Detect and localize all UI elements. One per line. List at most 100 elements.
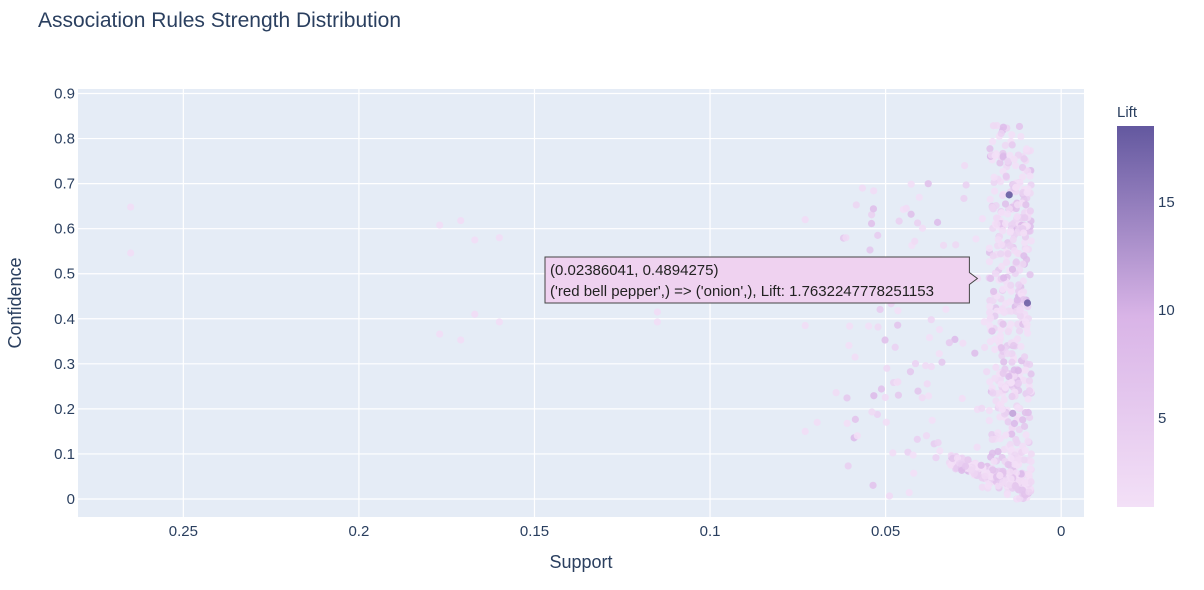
data-point[interactable] [865,322,873,330]
data-point[interactable] [889,449,897,457]
data-point[interactable] [1010,419,1019,428]
data-point[interactable] [986,338,994,346]
data-point[interactable] [851,353,859,361]
data-point[interactable] [1005,191,1013,199]
data-point[interactable] [992,270,1000,278]
data-point[interactable] [1015,122,1024,131]
data-point[interactable] [1016,312,1024,320]
data-point[interactable] [1009,409,1017,417]
data-point[interactable] [959,339,967,347]
data-point[interactable] [1022,246,1030,254]
data-point[interactable] [988,137,997,146]
data-point[interactable] [989,466,997,474]
data-point[interactable] [1008,141,1016,149]
data-point[interactable] [1004,210,1012,218]
data-point[interactable] [991,374,999,382]
data-point[interactable] [853,432,861,440]
data-point[interactable] [1019,260,1027,268]
data-point[interactable] [935,350,943,358]
data-point[interactable] [986,145,994,153]
data-point[interactable] [905,488,913,497]
data-point[interactable] [1006,242,1014,250]
data-point[interactable] [986,321,994,330]
data-point[interactable] [885,492,894,500]
data-point[interactable] [1008,265,1017,273]
data-point[interactable] [1021,214,1029,222]
data-point[interactable] [939,241,948,249]
data-point[interactable] [495,234,503,242]
data-point[interactable] [866,246,874,254]
data-point[interactable] [1018,163,1027,172]
data-point[interactable] [990,173,998,181]
data-point[interactable] [986,195,994,203]
data-point[interactable] [1013,296,1021,304]
data-point[interactable] [923,380,931,388]
data-point[interactable] [1014,379,1023,388]
data-point[interactable] [869,481,877,489]
data-point[interactable] [906,368,915,376]
data-point[interactable] [990,187,999,195]
data-point[interactable] [1021,239,1029,247]
data-point[interactable] [990,287,998,296]
data-point[interactable] [1002,258,1011,266]
data-point[interactable] [801,216,809,224]
data-point[interactable] [874,231,882,239]
data-point[interactable] [938,358,946,366]
data-point[interactable] [877,385,886,393]
data-point[interactable] [1010,155,1018,163]
data-point[interactable] [1013,213,1021,221]
data-point[interactable] [958,394,966,403]
data-point[interactable] [1012,258,1020,266]
data-point[interactable] [844,462,852,470]
data-point[interactable] [999,478,1007,487]
data-point[interactable] [988,449,997,457]
data-point[interactable] [973,443,981,451]
data-point[interactable] [1020,422,1029,430]
data-point[interactable] [436,221,444,229]
data-point[interactable] [1014,366,1022,375]
data-point[interactable] [870,392,878,400]
data-point[interactable] [1020,229,1028,237]
data-point[interactable] [858,184,867,192]
data-point[interactable] [1027,450,1035,458]
data-point[interactable] [999,153,1007,161]
data-point[interactable] [471,310,479,318]
data-point[interactable] [991,152,999,160]
data-point[interactable] [1018,173,1027,181]
data-point[interactable] [988,327,996,335]
data-point[interactable] [999,369,1007,377]
data-point[interactable] [986,303,994,311]
data-point[interactable] [981,343,989,352]
data-point[interactable] [935,325,944,334]
data-point[interactable] [843,419,851,427]
data-point[interactable] [990,178,998,186]
data-point[interactable] [653,308,661,316]
data-point[interactable] [874,323,882,331]
data-point[interactable] [990,457,998,465]
data-point[interactable] [1002,431,1010,439]
data-point[interactable] [1013,201,1022,209]
data-point[interactable] [972,235,980,243]
data-point[interactable] [1016,306,1024,314]
data-point[interactable] [1002,172,1010,180]
data-point[interactable] [1022,201,1030,209]
data-point[interactable] [902,204,910,212]
data-point[interactable] [127,249,135,257]
data-point[interactable] [915,193,923,201]
data-point[interactable] [436,330,444,338]
data-point[interactable] [985,258,994,266]
data-point[interactable] [989,389,997,397]
data-point[interactable] [1018,486,1026,494]
data-point[interactable] [913,219,922,227]
data-point[interactable] [983,368,991,376]
data-point[interactable] [1007,281,1015,289]
data-point[interactable] [1020,456,1028,464]
data-point[interactable] [996,331,1004,340]
data-point[interactable] [1026,207,1034,215]
data-point[interactable] [1007,475,1015,483]
data-point[interactable] [868,211,876,219]
data-point[interactable] [1025,488,1033,496]
data-point[interactable] [909,451,917,459]
data-point[interactable] [996,471,1004,480]
data-point[interactable] [907,210,915,218]
